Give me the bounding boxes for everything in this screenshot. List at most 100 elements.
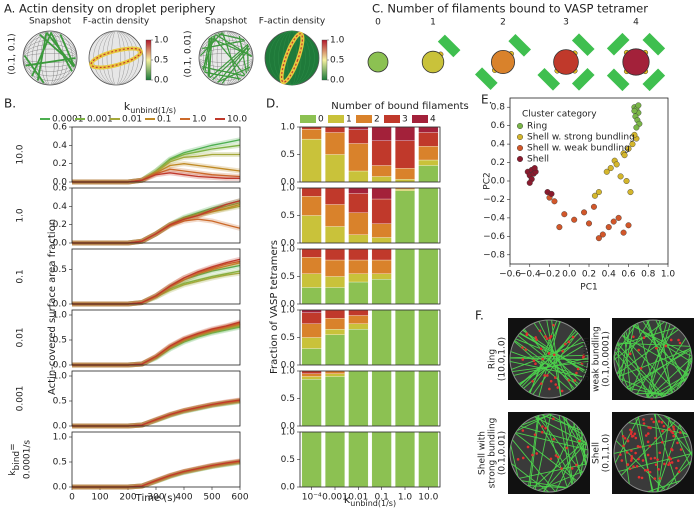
legend-label: Shell w. weak bundling (527, 144, 630, 154)
vasp-dot (629, 432, 633, 436)
filament (679, 424, 693, 457)
image-label: Shell (592, 442, 602, 464)
image-label: Snapshot (29, 17, 72, 27)
scatter-point (531, 165, 538, 172)
vasp-dot (642, 336, 646, 340)
bar-segment (301, 376, 322, 380)
filament (204, 71, 241, 80)
vasp-dot (658, 477, 662, 480)
bar-segment (348, 126, 369, 130)
x-axis-label: Time (s) (135, 493, 177, 504)
y-tick-label: −0.6 (483, 232, 505, 242)
vasp-dot (672, 427, 676, 431)
vasp-dot (657, 420, 661, 423)
vasp-dot (630, 430, 633, 434)
colorbar-tick-label: 1.0 (154, 36, 169, 46)
scatter-point (627, 189, 634, 196)
y-tick-label: 1.0 (281, 367, 296, 377)
bar-segment (418, 165, 439, 183)
filament (537, 415, 583, 474)
y-tick-label: 0.5 (281, 272, 295, 282)
bar-segment (348, 248, 369, 261)
bar-segment (325, 370, 345, 374)
filament (514, 340, 578, 386)
vasp-dot (580, 362, 584, 365)
filament (638, 416, 653, 493)
filament (510, 354, 588, 359)
scatter-point (620, 229, 627, 236)
bar-segment (371, 279, 392, 305)
axes-frame (299, 309, 441, 366)
bar-segment (371, 259, 392, 274)
colorbar-tick-label: 0.0 (330, 76, 345, 86)
bar-segment (348, 212, 369, 235)
legend-swatch (412, 115, 428, 123)
x-tick-label: 300 (147, 493, 164, 503)
filament-count-label: 3 (563, 18, 569, 28)
bar-segment (301, 337, 322, 349)
vasp-dot (656, 458, 659, 461)
filament (520, 425, 588, 446)
vasp-dot (531, 453, 534, 457)
symbol: k (344, 493, 351, 506)
bar-segment (301, 323, 322, 338)
scatter-point (625, 145, 632, 152)
vasp-dot (660, 421, 664, 424)
filament (39, 33, 76, 66)
bar-segment (325, 309, 345, 319)
vasp-dot (679, 448, 683, 451)
vasp-dot (632, 335, 635, 339)
vasp-dot (532, 359, 536, 363)
filament (655, 319, 686, 382)
legend-label: 10.0 (227, 115, 247, 125)
y-tick-label: 0.5 (281, 455, 295, 465)
x-axis-label: kunbind(1/s) (344, 493, 396, 508)
legend-label: 0.1 (157, 115, 171, 125)
vasp-dot (662, 424, 666, 428)
condition-label: (0.1, 0.1) (8, 33, 18, 74)
x-tick-label: 500 (203, 493, 220, 503)
bar-segment (418, 132, 439, 147)
bar-segment (301, 196, 322, 216)
bar-segment (395, 168, 415, 180)
bar-segment (418, 309, 439, 366)
axes-frame (299, 370, 441, 427)
bar-segment (418, 126, 439, 133)
filament (621, 334, 690, 375)
bar-segment (348, 273, 369, 283)
filament (647, 320, 674, 393)
bar-segment (325, 248, 345, 261)
scatter-point (610, 218, 617, 225)
filament (667, 416, 691, 466)
scatter-point (595, 235, 602, 242)
bar-segment (301, 215, 322, 244)
legend-title: Cluster category (522, 110, 597, 120)
vasp-dot (638, 445, 642, 449)
bar-segment (348, 329, 369, 366)
filament-icon (437, 34, 461, 58)
bar-segment (395, 140, 415, 169)
filament (509, 361, 584, 378)
image-label: (0.1,0.01) (498, 431, 508, 475)
y-tick-label: 0.0 (281, 300, 296, 310)
legend-label: Shell w. strong bundling (527, 133, 635, 143)
scatter-point (591, 192, 598, 199)
filament (621, 429, 630, 485)
bar-segment (301, 273, 322, 288)
y-tick-label: 0.6 (53, 123, 68, 133)
image-label: Shell with (478, 431, 488, 475)
bar-segment (301, 248, 322, 258)
vasp-dot (623, 436, 627, 440)
filament (542, 414, 568, 488)
vasp-dot (668, 461, 672, 465)
bar-segment (418, 431, 439, 488)
vasp-dot (653, 456, 657, 460)
bar-segment (348, 170, 369, 183)
bar-segment (325, 287, 345, 305)
y-tick-label: 0.0 (281, 239, 296, 249)
filament (542, 441, 587, 492)
vasp-dot (546, 374, 549, 377)
vasp-dot (646, 432, 650, 435)
bar-segment (301, 129, 322, 140)
filament-icon (642, 68, 666, 92)
